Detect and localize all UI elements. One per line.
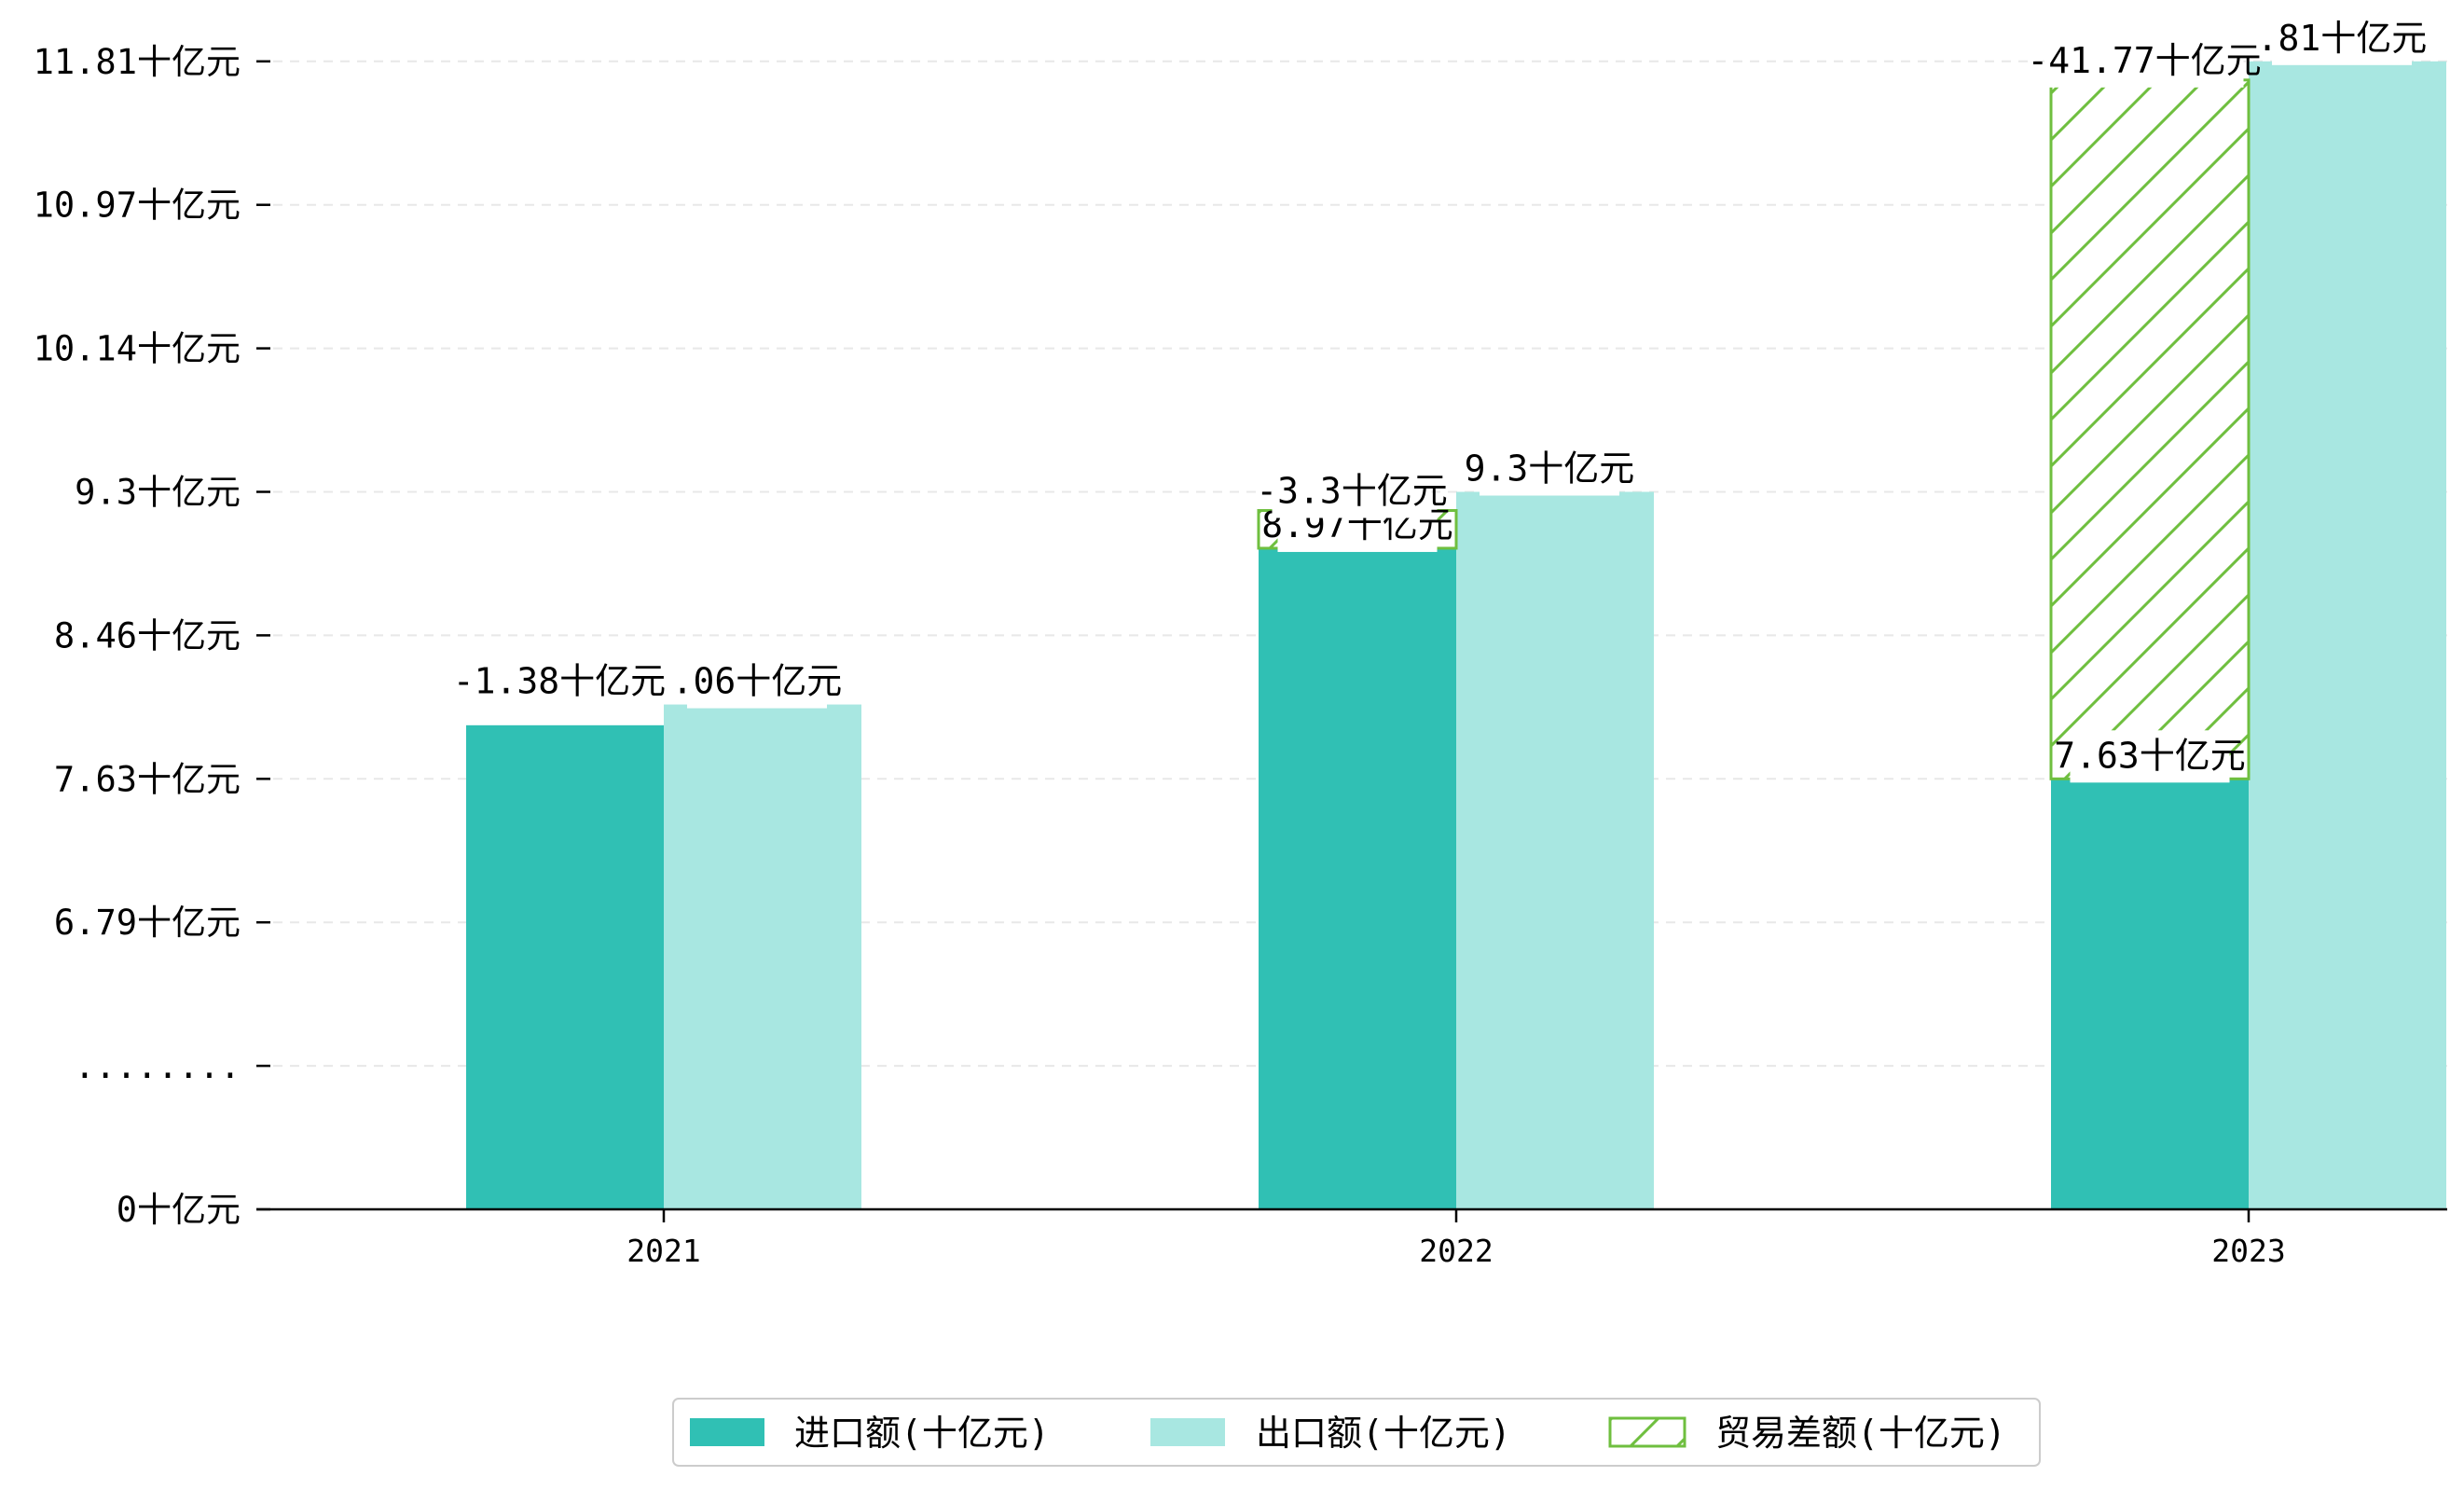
legend-label-export: 出口额(十亿元) [1256, 1413, 1511, 1454]
label-background [687, 655, 827, 709]
bar-value-label: 7.63十亿元 [2054, 730, 2246, 783]
bar-trade-balance [2049, 78, 2251, 780]
label-background [470, 655, 649, 709]
label-text: .06十亿元 [672, 661, 843, 702]
bar-value-label: -3.3十亿元 [1256, 465, 1448, 518]
y-tick-label: 9.3十亿元 [75, 473, 241, 513]
bar-export [2249, 61, 2446, 1209]
legend-swatch-import [690, 1418, 764, 1446]
label-text: 7.63十亿元 [2054, 735, 2246, 776]
label-background [1272, 465, 1432, 518]
label-background [2272, 12, 2412, 65]
legend-label-import: 进口额(十亿元) [794, 1413, 1050, 1454]
legend-frame [672, 1398, 2041, 1467]
y-tick-label: 11.81十亿元 [34, 42, 241, 82]
label-background [2044, 34, 2244, 88]
x-tick-label: 2022 [1419, 1233, 1493, 1269]
bar-value-label: .81十亿元 [2257, 12, 2428, 65]
y-tick-label: 10.97十亿元 [34, 186, 241, 226]
label-background [1480, 443, 1619, 496]
bar-value-label: -1.38十亿元 [453, 655, 666, 709]
y-tick-label: 8.46十亿元 [54, 615, 241, 655]
label-text: -1.38十亿元 [453, 661, 666, 702]
label-text: 9.3十亿元 [1465, 448, 1635, 490]
x-tick-label: 2023 [2211, 1233, 2285, 1269]
label-text: -3.3十亿元 [1256, 471, 1448, 512]
bar-export [664, 704, 861, 1209]
bars [466, 61, 2446, 1209]
y-tick-label: 0十亿元 [117, 1190, 241, 1230]
y-tick-label: 6.79十亿元 [54, 903, 241, 943]
y-tick-label: ........ [75, 1046, 241, 1086]
data-labels: .06十亿元-1.38十亿元8.97十亿元9.3十亿元-3.3十亿元7.63十亿… [453, 12, 2428, 783]
y-tick-label: 7.63十亿元 [54, 759, 241, 799]
axes: 0十亿元........ 6.79十亿元 7.63十亿元 8.46十亿元 9.3十亿元 1… [34, 42, 2447, 1269]
label-text: -41.77十亿元 [2027, 40, 2261, 81]
legend-label-balance: 贸易差额(十亿元) [1715, 1413, 2006, 1454]
bar-import [466, 724, 664, 1209]
label-text: .81十亿元 [2257, 18, 2428, 59]
legend-swatch-export [1150, 1418, 1225, 1446]
bar-import [2051, 779, 2249, 1209]
bar-value-label: -41.77十亿元 [2027, 34, 2262, 88]
bar-import [1259, 547, 1456, 1209]
bar-export [1456, 491, 1654, 1209]
x-tick-label: 2021 [626, 1233, 700, 1269]
legend-swatch-balance [1608, 1416, 1686, 1448]
bar-value-label: .06十亿元 [672, 655, 843, 709]
legend: 进口额(十亿元) 出口额(十亿元) 贸易差额(十亿元) [672, 1398, 2041, 1467]
label-background [2070, 730, 2230, 783]
y-tick-label: 10.14十亿元 [34, 329, 241, 369]
bar-value-label: 9.3十亿元 [1465, 443, 1635, 496]
